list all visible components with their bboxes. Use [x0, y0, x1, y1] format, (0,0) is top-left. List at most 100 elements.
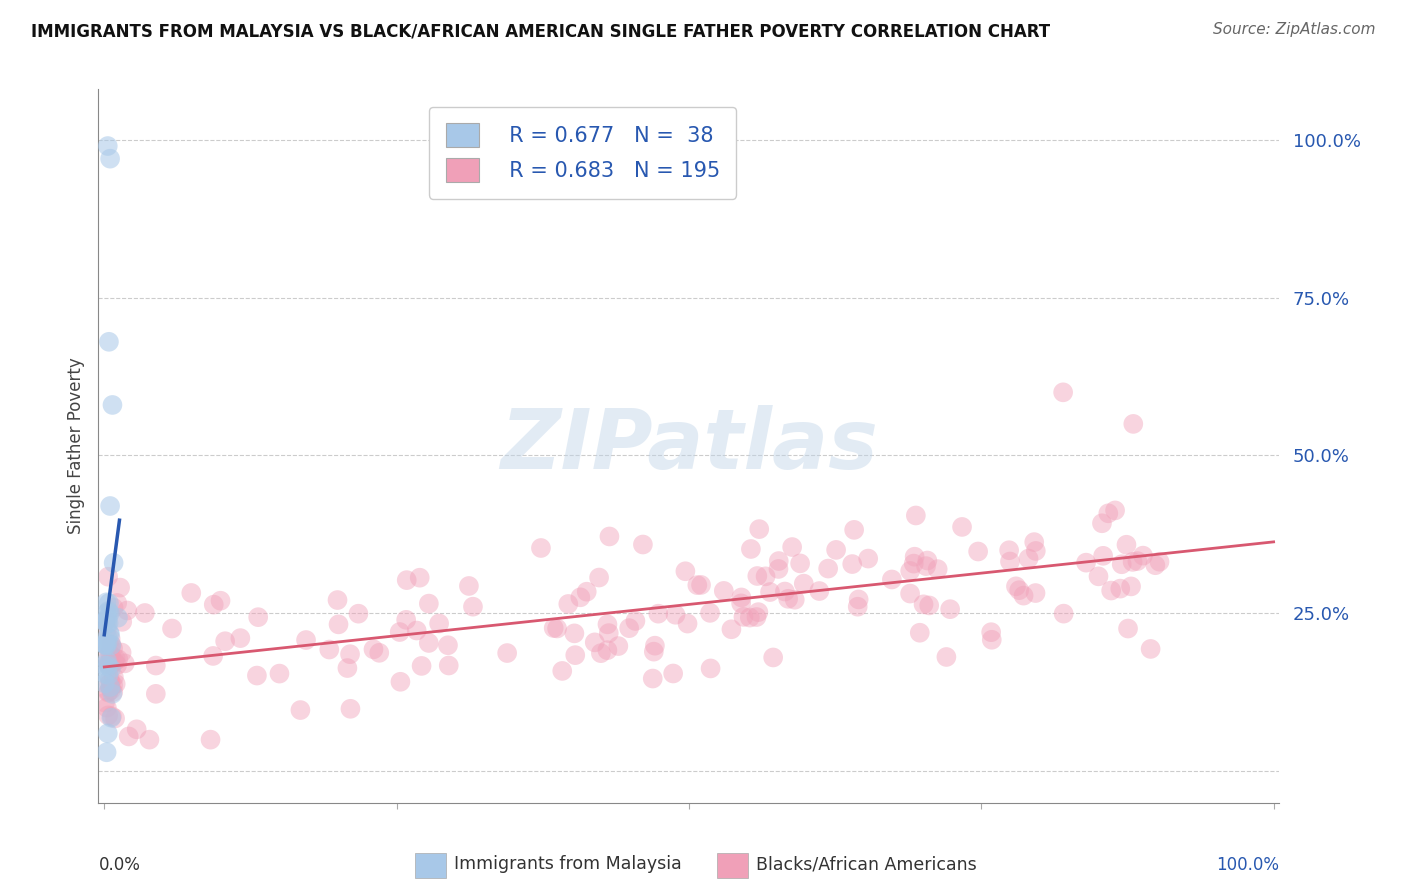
- Point: [98, 646, 121, 660]
- Point: [93, 658, 115, 673]
- Point: [100, 682, 122, 697]
- Point: [98, 657, 121, 672]
- Point: [101, 678, 124, 692]
- Point: [641, 672, 664, 686]
- Point: [134, 606, 156, 620]
- Point: [347, 607, 370, 621]
- Point: [662, 666, 685, 681]
- Point: [100, 675, 122, 690]
- Point: [564, 626, 586, 640]
- Point: [676, 616, 699, 631]
- Point: [97, 658, 120, 673]
- Point: [209, 593, 232, 607]
- Point: [98, 626, 121, 640]
- Point: [93, 614, 115, 628]
- Text: IMMIGRANTS FROM MALAYSIA VS BLACK/AFRICAN AMERICAN SINGLE FATHER POVERTY CORRELA: IMMIGRANTS FROM MALAYSIA VS BLACK/AFRICA…: [31, 22, 1050, 40]
- Point: [389, 674, 412, 689]
- Point: [214, 634, 236, 648]
- Point: [1025, 586, 1047, 600]
- Point: [1052, 385, 1074, 400]
- Point: [98, 606, 121, 620]
- Point: [939, 602, 962, 616]
- Point: [927, 562, 949, 576]
- Point: [998, 543, 1021, 558]
- Point: [935, 650, 957, 665]
- Point: [1119, 579, 1142, 593]
- Point: [748, 522, 770, 536]
- Point: [1139, 642, 1161, 657]
- Y-axis label: Single Father Poverty: Single Father Poverty: [66, 358, 84, 534]
- Point: [856, 551, 879, 566]
- Point: [730, 596, 752, 610]
- Text: Source: ZipAtlas.com: Source: ZipAtlas.com: [1212, 22, 1375, 37]
- Point: [1111, 558, 1133, 572]
- Point: [101, 641, 124, 656]
- Point: [427, 616, 450, 631]
- Point: [160, 622, 183, 636]
- Point: [94, 615, 117, 629]
- Point: [118, 730, 141, 744]
- Point: [145, 658, 167, 673]
- Point: [114, 657, 136, 671]
- Point: [100, 681, 122, 695]
- Point: [647, 607, 669, 621]
- Point: [543, 621, 565, 635]
- Point: [713, 583, 735, 598]
- Point: [229, 631, 252, 645]
- Point: [745, 610, 768, 624]
- Point: [1122, 417, 1144, 431]
- Point: [754, 569, 776, 583]
- Point: [880, 573, 903, 587]
- Point: [104, 651, 127, 665]
- Point: [904, 549, 927, 564]
- Point: [759, 585, 782, 599]
- Point: [125, 723, 148, 737]
- Point: [1053, 607, 1076, 621]
- Point: [98, 627, 121, 641]
- Point: [950, 520, 973, 534]
- Point: [93, 636, 115, 650]
- Point: [1087, 569, 1109, 583]
- Point: [94, 667, 117, 681]
- Point: [844, 523, 866, 537]
- Point: [336, 661, 359, 675]
- Point: [96, 745, 118, 759]
- Point: [1091, 516, 1114, 531]
- Point: [1024, 535, 1046, 549]
- Point: [100, 632, 122, 646]
- Point: [768, 562, 790, 576]
- Point: [100, 648, 122, 663]
- Point: [789, 557, 811, 571]
- Text: Immigrants from Malaysia: Immigrants from Malaysia: [454, 855, 682, 873]
- Point: [1092, 549, 1115, 563]
- Point: [202, 648, 225, 663]
- Point: [98, 640, 121, 654]
- Point: [1074, 556, 1097, 570]
- Point: [730, 591, 752, 605]
- Point: [368, 646, 391, 660]
- Point: [101, 709, 124, 723]
- Point: [1115, 538, 1137, 552]
- Point: [108, 581, 131, 595]
- Point: [103, 556, 125, 570]
- Point: [269, 666, 291, 681]
- Point: [96, 622, 118, 636]
- Point: [808, 584, 831, 599]
- Point: [908, 625, 931, 640]
- Point: [1097, 506, 1119, 520]
- Point: [97, 616, 120, 631]
- Point: [110, 646, 132, 660]
- Point: [339, 647, 361, 661]
- Point: [598, 626, 620, 640]
- Point: [418, 597, 440, 611]
- Point: [103, 655, 125, 669]
- Point: [98, 680, 121, 694]
- Point: [94, 614, 117, 628]
- Point: [589, 646, 612, 660]
- Point: [96, 700, 118, 714]
- Point: [1122, 555, 1144, 569]
- Point: [1144, 558, 1167, 573]
- Point: [180, 586, 202, 600]
- Point: [1099, 583, 1122, 598]
- Point: [643, 645, 665, 659]
